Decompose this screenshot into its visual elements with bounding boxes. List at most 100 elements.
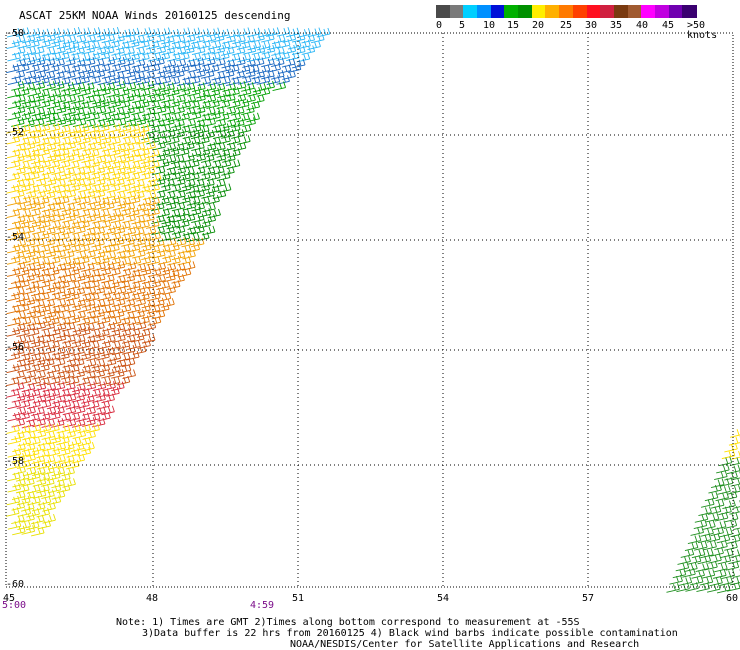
wind-barb	[723, 519, 738, 529]
wind-barb	[51, 34, 65, 44]
wind-barb	[21, 141, 36, 151]
wind-barb	[731, 451, 740, 460]
wind-barb	[191, 201, 205, 212]
wind-barb	[110, 213, 125, 224]
wind-barb	[16, 136, 30, 147]
wind-barb	[147, 291, 161, 302]
wind-barb	[166, 242, 180, 253]
wind-barb	[101, 201, 115, 211]
wind-barb	[77, 303, 92, 313]
wind-barb	[61, 466, 75, 477]
wind-barb	[11, 346, 25, 357]
wind-barb	[92, 32, 106, 43]
wind-barb	[22, 153, 36, 163]
wind-barb	[16, 160, 30, 171]
wind-barb	[27, 423, 42, 434]
wind-barb	[196, 63, 211, 74]
wind-barb	[46, 76, 61, 86]
wind-barb	[147, 76, 162, 87]
wind-barb	[96, 98, 110, 109]
wind-barb	[61, 82, 75, 92]
colorbar-swatch	[613, 5, 629, 18]
wind-barb	[247, 40, 262, 51]
wind-barb	[42, 382, 57, 392]
wind-barb	[47, 27, 61, 38]
wind-barb	[165, 147, 180, 157]
wind-barb	[107, 267, 121, 277]
wind-barb	[77, 339, 91, 350]
wind-barb	[26, 184, 40, 194]
wind-barb	[691, 548, 706, 559]
wind-barb	[51, 70, 65, 81]
wind-barb	[76, 399, 90, 409]
wind-barb	[11, 514, 25, 524]
wind-barb	[212, 93, 227, 104]
wind-barb	[221, 166, 235, 176]
wind-barb	[82, 213, 97, 224]
wind-barb	[196, 51, 211, 62]
wind-barb	[6, 243, 21, 254]
wind-barb	[11, 69, 26, 80]
wind-barb	[136, 52, 150, 62]
wind-barb	[106, 243, 120, 253]
lat-label-58: -58	[6, 456, 25, 467]
wind-barb	[92, 261, 106, 272]
wind-barb	[7, 434, 22, 445]
wind-barb	[100, 45, 115, 56]
lat-label-56: -56	[6, 342, 25, 353]
wind-barb	[121, 322, 136, 332]
wind-barb	[167, 112, 182, 122]
lon-label-54: 54	[437, 593, 450, 604]
wind-barb	[41, 489, 55, 500]
wind-barb	[62, 140, 77, 151]
wind-barb	[246, 112, 260, 123]
wind-barb	[714, 511, 729, 522]
wind-barb	[127, 303, 141, 314]
wind-barb	[267, 51, 282, 62]
wind-barb	[729, 457, 740, 466]
colorbar-swatch	[600, 5, 615, 18]
wind-barb	[51, 129, 65, 140]
wind-barb	[186, 232, 200, 243]
wind-barb	[146, 159, 160, 170]
wind-barb	[131, 178, 145, 189]
wind-barb	[256, 87, 271, 97]
wind-barb	[212, 57, 226, 68]
wind-barb	[71, 81, 86, 92]
wind-barb	[91, 188, 106, 199]
wind-barb	[21, 178, 35, 188]
wind-barb	[696, 582, 710, 592]
wind-barb	[36, 147, 50, 157]
wind-barb	[232, 80, 247, 91]
wind-barb	[707, 505, 722, 515]
wind-barb	[145, 40, 160, 50]
wind-barb	[110, 70, 125, 81]
wind-barb	[92, 393, 106, 403]
wind-barb	[117, 28, 132, 39]
wind-barb	[192, 93, 206, 103]
wind-barb	[71, 334, 86, 344]
wind-barb	[42, 81, 56, 91]
note-line-3: NOAA/NESDIS/Center for Satellite Applica…	[290, 639, 640, 650]
wind-barb	[62, 94, 77, 104]
wind-barb	[67, 339, 82, 350]
wind-barb	[712, 520, 727, 531]
colorbar-swatch	[518, 5, 533, 18]
wind-barb	[715, 491, 729, 502]
wind-barb	[177, 267, 192, 278]
wind-barb	[51, 430, 65, 441]
wind-barb	[176, 207, 190, 218]
wind-barb	[36, 472, 51, 482]
wind-barb	[52, 262, 67, 273]
wind-barb	[222, 106, 237, 116]
wind-barb	[52, 333, 67, 343]
wind-barb	[212, 178, 226, 189]
wind-barb	[121, 310, 135, 321]
wind-barb	[126, 183, 141, 194]
wind-barb	[135, 124, 150, 134]
wind-barb	[52, 105, 67, 115]
wind-barb	[166, 280, 181, 290]
wind-barb	[176, 51, 190, 62]
wind-barb	[7, 520, 22, 530]
wind-barb	[172, 237, 187, 248]
